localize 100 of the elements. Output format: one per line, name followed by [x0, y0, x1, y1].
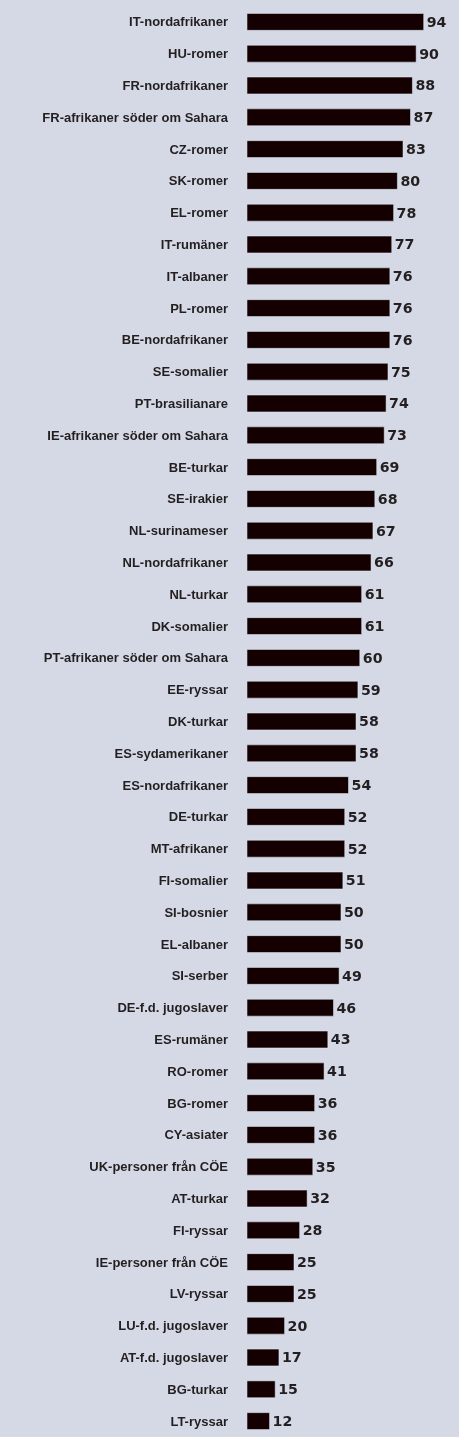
- data-label: 36: [317, 1094, 338, 1111]
- y-tick-label: IT-nordafrikaner: [129, 14, 228, 30]
- data-label: 12: [272, 1412, 293, 1429]
- bar: [247, 871, 344, 890]
- bar: [247, 458, 377, 476]
- y-tick-label: NL-turkar: [169, 586, 228, 602]
- bar: [247, 553, 372, 572]
- y-tick-label: HU-romer: [168, 46, 228, 62]
- bar: [247, 1158, 314, 1176]
- y-tick-label: DE-turkar: [168, 809, 228, 825]
- bar: [247, 204, 394, 222]
- y-tick-label: EE-ryssar: [167, 682, 228, 698]
- data-label: 77: [394, 236, 415, 253]
- y-tick-label: PL-romer: [170, 300, 228, 316]
- y-tick-label: UK-personer från CÖE: [89, 1159, 229, 1175]
- bar: [247, 712, 357, 731]
- bar: [247, 235, 392, 254]
- y-tick-label: IE-afrikaner söder om Sahara: [47, 427, 229, 443]
- y-tick-label: CY-asiater: [164, 1127, 228, 1143]
- data-label: 52: [347, 808, 368, 825]
- bar: [247, 935, 342, 953]
- y-tick-label: SI-serber: [171, 968, 228, 984]
- y-tick-label: FR-afrikaner söder om Sahara: [42, 109, 229, 125]
- data-label: 50: [343, 935, 364, 952]
- data-label: 68: [377, 490, 398, 507]
- bar: [247, 299, 391, 317]
- bar: [247, 140, 404, 158]
- bar: [247, 1285, 295, 1303]
- y-tick-label: MT-afrikaner: [150, 841, 228, 857]
- data-label: 75: [390, 363, 411, 380]
- data-label: 69: [379, 458, 400, 475]
- bar: [247, 776, 349, 794]
- y-tick-label: CZ-romer: [169, 141, 228, 157]
- data-label: 17: [281, 1349, 302, 1366]
- y-tick-label: NL-surinameser: [129, 523, 228, 539]
- y-tick-label: ES-sydamerikaner: [114, 745, 228, 761]
- data-label: 20: [287, 1317, 308, 1334]
- y-tick-label: SI-bosnier: [164, 904, 228, 920]
- y-tick-label: IT-albaner: [166, 268, 228, 284]
- y-tick-label: PT-afrikaner söder om Sahara: [43, 650, 229, 666]
- y-tick-label: DK-somalier: [151, 618, 228, 634]
- data-label: 25: [296, 1253, 317, 1270]
- data-label: 76: [392, 268, 413, 285]
- bar: [247, 808, 345, 826]
- y-tick-label: FI-somalier: [158, 873, 228, 889]
- data-label: 25: [296, 1285, 317, 1302]
- y-tick-label: DE-f.d. jugoslaver: [117, 1000, 228, 1016]
- y-tick-label: AT-turkar: [171, 1191, 228, 1207]
- y-tick-label: BE-turkar: [168, 459, 228, 475]
- data-label: 73: [387, 427, 407, 444]
- y-tick-label: NL-nordafrikaner: [122, 555, 228, 571]
- data-label: 78: [396, 204, 417, 221]
- bar: [247, 45, 417, 63]
- bar: [247, 363, 389, 381]
- data-label: 74: [389, 395, 409, 412]
- data-label: 67: [375, 522, 396, 539]
- bar: [247, 1253, 295, 1271]
- data-label: 43: [330, 1031, 351, 1048]
- data-label: 50: [343, 904, 364, 921]
- y-tick-label: SE-somalier: [152, 364, 228, 380]
- y-tick-label: LT-ryssar: [170, 1413, 228, 1429]
- bar: [247, 172, 398, 190]
- data-label: 87: [413, 109, 434, 126]
- data-label: 46: [336, 999, 357, 1016]
- bar: [247, 1062, 325, 1080]
- data-label: 61: [364, 617, 385, 634]
- bar: [247, 331, 391, 349]
- data-label: 58: [359, 713, 379, 730]
- y-tick-label: IT-rumäner: [160, 237, 228, 253]
- y-tick-label: EL-romer: [170, 205, 228, 221]
- data-label: 80: [400, 172, 421, 189]
- bar: [247, 490, 376, 508]
- y-tick-label: PT-brasilianare: [134, 396, 228, 412]
- bar: [247, 108, 411, 126]
- y-tick-label: LV-ryssar: [169, 1286, 228, 1302]
- y-tick-label: IE-personer från CÖE: [95, 1254, 229, 1270]
- bar: [247, 1317, 285, 1335]
- bar: [247, 1126, 315, 1144]
- bar: [247, 1189, 308, 1208]
- data-label: 54: [351, 776, 372, 793]
- bar: [247, 1348, 280, 1367]
- bar: [247, 585, 362, 603]
- bar: [247, 1030, 329, 1049]
- bar: [247, 999, 334, 1017]
- data-label: 36: [317, 1126, 338, 1143]
- bar: [247, 13, 424, 31]
- data-label: 76: [392, 331, 413, 348]
- data-label: 58: [359, 745, 379, 762]
- y-tick-label: AT-f.d. jugoslaver: [119, 1350, 228, 1366]
- bar: [247, 967, 340, 985]
- data-label: 51: [345, 872, 366, 889]
- data-label: 76: [392, 299, 413, 316]
- data-label: 83: [406, 140, 426, 157]
- y-tick-label: BE-nordafrikaner: [121, 332, 228, 348]
- y-tick-label: ES-nordafrikaner: [122, 777, 228, 793]
- data-label: 52: [347, 840, 368, 857]
- bar: [247, 267, 391, 285]
- data-label: 35: [315, 1158, 336, 1175]
- data-label: 41: [327, 1063, 347, 1080]
- bar: [247, 617, 362, 635]
